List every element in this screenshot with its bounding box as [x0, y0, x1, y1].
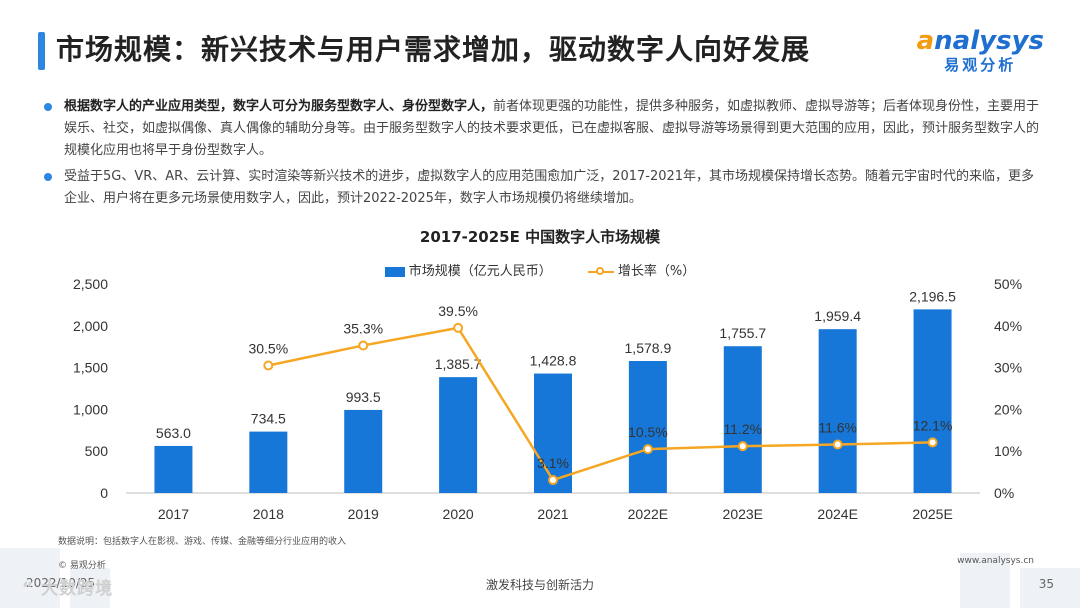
x-tick-label: 2019 [348, 506, 379, 522]
growth-point-2018 [263, 360, 274, 371]
x-tick-label: 2022E [628, 506, 668, 522]
bar-2022E [628, 361, 667, 493]
footer-slogan: 激发科技与创新活力 [485, 578, 594, 592]
bar-value-label: 734.5 [251, 411, 286, 427]
chart-legend: 市场规模（亿元人民币） 增长率（%） [0, 260, 1080, 279]
bullet-dot-icon [44, 103, 52, 111]
growth-point-2022E [642, 444, 653, 455]
growth-value-label: 12.1% [913, 417, 953, 433]
bar-value-label: 1,428.8 [530, 353, 577, 369]
y-left-tick-label: 2,000 [73, 318, 108, 334]
x-tick-label: 2018 [253, 506, 284, 522]
x-tick-label: 2021 [537, 506, 568, 522]
bar-2019 [344, 409, 383, 493]
growth-point-2025E [927, 437, 938, 448]
website-url: www.analysys.cn [957, 556, 1034, 566]
chart-title: 2017-2025E 中国数字人市场规模 [419, 228, 661, 246]
growth-value-label: 10.5% [628, 424, 668, 440]
growth-rate-line [268, 326, 933, 482]
y-right-tick-label: 40% [994, 318, 1022, 334]
growth-point-2023E [737, 441, 748, 452]
bar-2020 [439, 377, 478, 493]
bar-value-label: 2,196.5 [909, 288, 956, 304]
bar-value-label: 1,578.9 [625, 340, 672, 356]
y-left-tick-label: 0 [100, 485, 108, 501]
bar-value-label: 1,755.7 [719, 325, 766, 341]
x-tick-label: 2017 [158, 506, 189, 522]
analysys-logo: analysys 易观分析 [917, 26, 1044, 75]
x-tick-label: 2025E [912, 506, 952, 522]
bar-value-label: 993.5 [346, 389, 381, 405]
growth-point-2021 [548, 475, 558, 486]
bullet-list: 根据数字人的产业应用类型，数字人可分为服务型数字人、身份型数字人，前者体现更强的… [44, 96, 1044, 214]
legend-bar-swatch [384, 266, 405, 277]
page-title: 市场规模：新兴技术与用户需求增加，驱动数字人向好发展 [56, 33, 811, 66]
y-right-tick-label: 50% [994, 276, 1022, 292]
bullet-text: 受益于5G、VR、AR、云计算、实时渲染等新兴技术的进步，虚拟数字人的应用范围愈… [64, 169, 1035, 206]
growth-point-2020 [453, 322, 464, 333]
bar-2024E [818, 329, 857, 493]
y-left-tick-label: 2,500 [73, 276, 108, 292]
logo-cn-text: 易观分析 [944, 56, 1017, 74]
growth-value-label: 30.5% [248, 341, 288, 357]
bar-value-label: 1,959.4 [814, 308, 861, 324]
y-right-tick-label: 0% [994, 485, 1014, 501]
y-left-tick-label: 1,500 [73, 360, 108, 376]
x-tick-label: 2023E [723, 506, 763, 522]
growth-value-label: 11.2% [723, 421, 762, 437]
watermark-text: “ 大数跨境 [22, 579, 114, 599]
bullet-bold-text: 根据数字人的产业应用类型，数字人可分为服务型数字人、身份型数字人， [64, 99, 494, 114]
growth-value-label: 39.5% [438, 303, 478, 319]
bar-2025E [913, 309, 952, 493]
bar-value-label: 1,385.7 [435, 356, 482, 372]
y-right-tick-label: 10% [994, 443, 1022, 459]
copyright-text: © 易观分析 [58, 561, 106, 571]
y-left-tick-label: 1,000 [73, 401, 108, 417]
y-right-tick-label: 30% [994, 360, 1022, 376]
bar-2017 [154, 445, 193, 493]
growth-value-label: 35.3% [343, 320, 383, 336]
legend-bar-label: 市场规模（亿元人民币） [408, 264, 552, 279]
x-tick-label: 2020 [443, 506, 474, 522]
y-right-tick-label: 20% [994, 401, 1022, 417]
bullet-item-2: 受益于5G、VR、AR、云计算、实时渲染等新兴技术的进步，虚拟数字人的应用范围愈… [44, 166, 1044, 210]
y-left-tick-label: 500 [85, 443, 109, 459]
data-footnote: 数据说明：包括数字人在影视、游戏、传媒、金融等细分行业应用的收入 [58, 537, 347, 547]
x-tick-label: 2024E [817, 506, 857, 522]
logo-wordmark: analysys [916, 26, 1044, 56]
legend-item-bar: 市场规模（亿元人民币） [384, 260, 552, 279]
bullet-dot-icon [44, 173, 52, 181]
bar-2023E [723, 346, 762, 493]
bullet-text: 前者体现更强的功能性，提供多种服务，如虚拟教师、虚拟导游等；后者体现身份性，主要… [64, 99, 1040, 158]
growth-value-label: 11.6% [818, 420, 857, 436]
report-date: 2022/10/25 [26, 576, 96, 590]
market-size-chart: 0 500 1,000 1,500 2,000 2,500 0% 10% 20% 30% 40% 50… [73, 276, 1022, 522]
bar-value-label: 563.0 [156, 425, 191, 441]
bar-2018 [249, 431, 288, 493]
bar-2021 [534, 373, 572, 493]
title-accent-bar [38, 32, 45, 70]
legend-item-line: 增长率（%） [587, 260, 696, 279]
growth-point-2024E [832, 439, 843, 450]
growth-value-label: 3.1% [537, 455, 569, 471]
legend-line-label: 增长率（%） [617, 264, 696, 279]
bullet-item-1: 根据数字人的产业应用类型，数字人可分为服务型数字人、身份型数字人，前者体现更强的… [44, 96, 1044, 162]
growth-point-2019 [358, 340, 369, 351]
page-number: 35 [1038, 577, 1054, 591]
legend-line-swatch [587, 266, 614, 278]
city-skyline-background [0, 538, 1080, 608]
